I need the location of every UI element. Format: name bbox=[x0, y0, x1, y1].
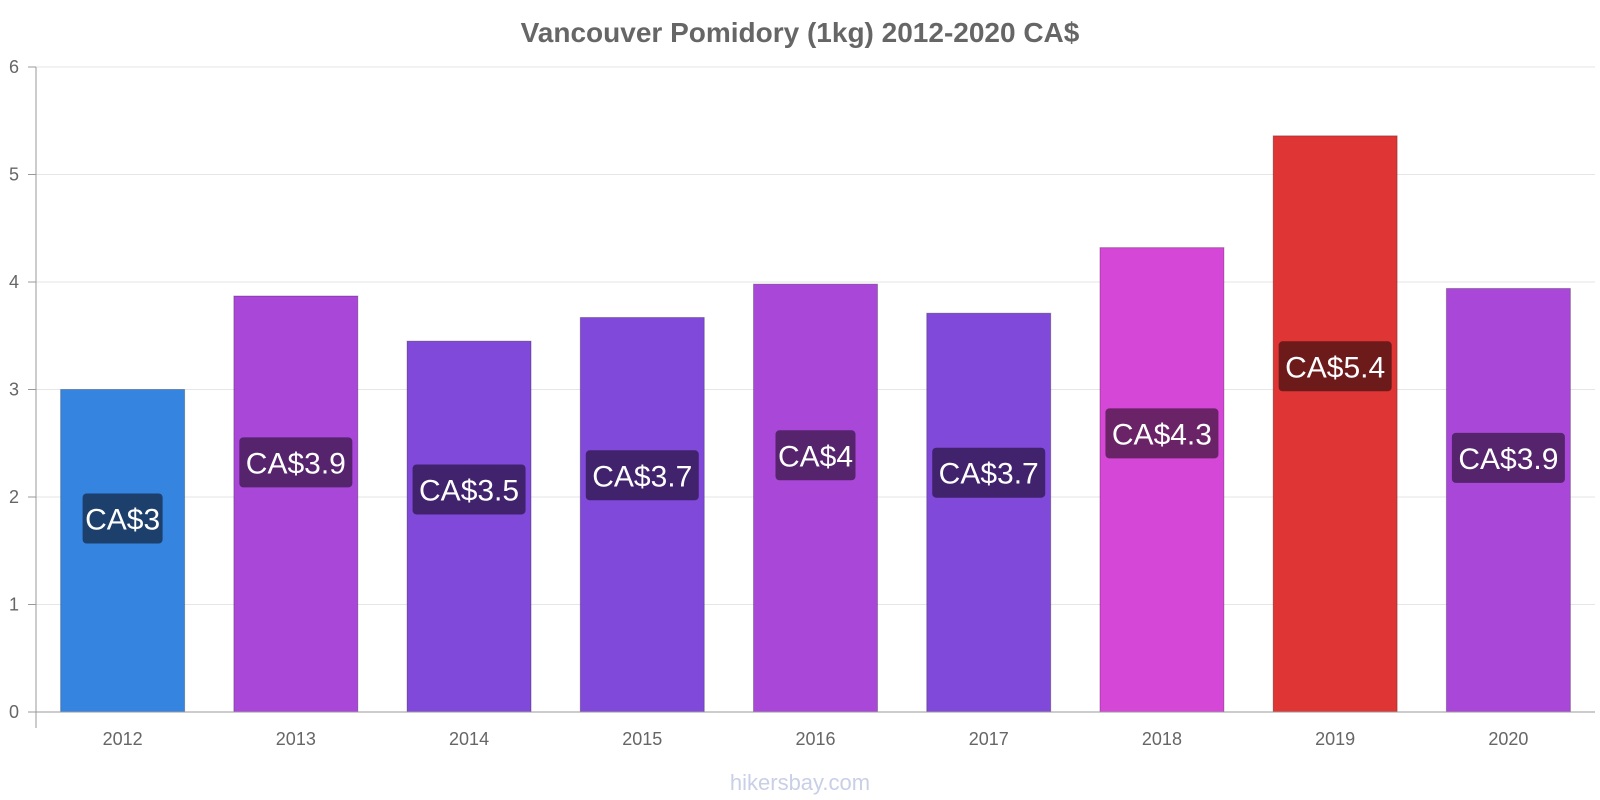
data-label: CA$4.3 bbox=[1112, 418, 1212, 451]
x-tick-label: 2017 bbox=[969, 729, 1009, 749]
data-label: CA$3.9 bbox=[246, 447, 346, 480]
data-label-badge bbox=[82, 493, 163, 544]
x-tick-label: 2014 bbox=[449, 729, 489, 749]
y-axis-ticks: 0 1 2 3 4 5 6 bbox=[9, 57, 36, 722]
data-label: CA$3.7 bbox=[939, 458, 1039, 491]
data-label-badge bbox=[239, 437, 353, 488]
data-label-badge bbox=[775, 430, 856, 481]
bar-2014 bbox=[406, 340, 532, 713]
x-tick-label: 2020 bbox=[1488, 729, 1528, 749]
x-tick-label: 2013 bbox=[276, 729, 316, 749]
x-tick-label: 2019 bbox=[1315, 729, 1355, 749]
watermark: hikersbay.com bbox=[730, 770, 870, 795]
bar-2018 bbox=[1099, 247, 1225, 713]
data-label-badge bbox=[1451, 432, 1565, 483]
data-label: CA$3 bbox=[85, 504, 160, 537]
data-label: CA$3.7 bbox=[592, 460, 692, 493]
data-label-badge bbox=[1105, 408, 1219, 459]
data-label: CA$5.4 bbox=[1285, 351, 1385, 384]
bar-2019 bbox=[1272, 135, 1398, 713]
y-tick-label: 1 bbox=[9, 595, 19, 615]
x-axis-ticks: 2012 2013 2014 2015 2016 2017 2018 2019 2020 bbox=[103, 729, 1529, 749]
data-label: CA$4 bbox=[778, 440, 853, 473]
x-tick-label: 2018 bbox=[1142, 729, 1182, 749]
y-tick-label: 5 bbox=[9, 165, 19, 185]
data-label-badge bbox=[1278, 341, 1392, 392]
bar-2015 bbox=[579, 316, 705, 713]
bar-2016 bbox=[753, 283, 878, 713]
bar-2013 bbox=[233, 295, 359, 713]
y-tick-label: 2 bbox=[9, 487, 19, 507]
data-label-badge bbox=[585, 450, 699, 501]
y-tick-label: 4 bbox=[9, 272, 19, 292]
bar-2020 bbox=[1445, 287, 1571, 713]
data-label-badge bbox=[412, 464, 526, 515]
bar-2012 bbox=[60, 389, 186, 713]
x-tick-label: 2015 bbox=[622, 729, 662, 749]
data-labels: CA$3 CA$3.9 CA$3.5 CA$3.7 CA$4 CA$3.7 CA$4.3 CA… bbox=[82, 341, 1565, 544]
data-label: CA$3.9 bbox=[1458, 443, 1558, 476]
data-label-badge bbox=[932, 447, 1046, 498]
y-tick-label: 0 bbox=[9, 702, 19, 722]
bars bbox=[60, 135, 1571, 713]
bar-2017 bbox=[926, 312, 1052, 713]
y-tick-label: 3 bbox=[9, 380, 19, 400]
chart-title: Vancouver Pomidory (1kg) 2012-2020 CA$ bbox=[521, 17, 1080, 48]
data-label: CA$3.5 bbox=[419, 474, 519, 507]
x-tick-label: 2016 bbox=[795, 729, 835, 749]
y-tick-label: 6 bbox=[9, 57, 19, 77]
x-tick-label: 2012 bbox=[103, 729, 143, 749]
